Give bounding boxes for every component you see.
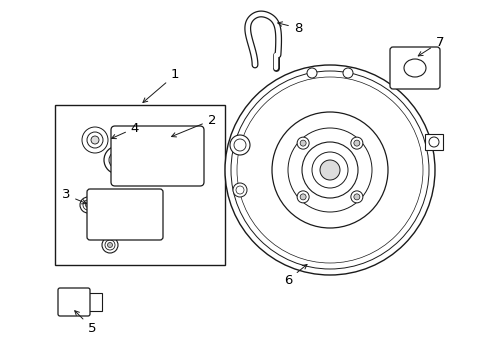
Text: 7: 7 bbox=[417, 36, 443, 56]
Circle shape bbox=[102, 237, 118, 253]
Circle shape bbox=[271, 112, 387, 228]
Circle shape bbox=[112, 222, 128, 238]
Circle shape bbox=[80, 197, 96, 213]
Circle shape bbox=[82, 127, 108, 153]
Circle shape bbox=[229, 135, 249, 155]
Circle shape bbox=[300, 140, 305, 146]
Text: 4: 4 bbox=[111, 122, 139, 139]
Circle shape bbox=[109, 151, 127, 169]
FancyBboxPatch shape bbox=[87, 189, 163, 240]
Circle shape bbox=[123, 201, 137, 215]
Text: 5: 5 bbox=[75, 311, 96, 334]
Circle shape bbox=[353, 140, 359, 146]
Circle shape bbox=[319, 160, 339, 180]
Circle shape bbox=[267, 159, 275, 167]
Circle shape bbox=[101, 213, 109, 221]
Circle shape bbox=[98, 210, 112, 224]
Circle shape bbox=[342, 68, 352, 78]
Circle shape bbox=[424, 73, 432, 81]
Circle shape bbox=[350, 137, 362, 149]
Circle shape bbox=[104, 146, 132, 174]
Circle shape bbox=[232, 183, 246, 197]
Circle shape bbox=[297, 191, 308, 203]
Circle shape bbox=[311, 152, 347, 188]
Circle shape bbox=[302, 142, 357, 198]
Circle shape bbox=[396, 55, 404, 63]
Circle shape bbox=[224, 65, 434, 275]
Circle shape bbox=[353, 194, 359, 200]
Bar bbox=[424, 134, 442, 150]
Circle shape bbox=[350, 191, 362, 203]
Circle shape bbox=[300, 194, 305, 200]
Circle shape bbox=[428, 137, 438, 147]
Text: 3: 3 bbox=[61, 189, 86, 204]
Circle shape bbox=[87, 132, 103, 148]
Circle shape bbox=[105, 240, 115, 250]
Circle shape bbox=[287, 128, 371, 212]
Bar bbox=[88, 293, 102, 311]
Circle shape bbox=[107, 243, 112, 248]
Text: 2: 2 bbox=[171, 113, 216, 137]
Circle shape bbox=[230, 71, 428, 269]
Text: 6: 6 bbox=[283, 265, 306, 287]
Circle shape bbox=[115, 225, 125, 235]
Bar bbox=[55, 105, 224, 265]
Circle shape bbox=[88, 225, 102, 239]
Circle shape bbox=[396, 73, 404, 81]
Circle shape bbox=[113, 155, 123, 165]
Circle shape bbox=[91, 228, 99, 236]
Circle shape bbox=[91, 136, 99, 144]
FancyBboxPatch shape bbox=[389, 47, 439, 89]
Circle shape bbox=[234, 139, 245, 151]
Circle shape bbox=[424, 55, 432, 63]
Circle shape bbox=[83, 200, 93, 210]
Circle shape bbox=[126, 204, 134, 212]
FancyBboxPatch shape bbox=[111, 126, 203, 186]
FancyBboxPatch shape bbox=[58, 288, 90, 316]
Ellipse shape bbox=[403, 59, 425, 77]
Circle shape bbox=[264, 156, 279, 170]
Text: 8: 8 bbox=[277, 22, 302, 35]
Circle shape bbox=[237, 77, 422, 263]
Circle shape bbox=[117, 228, 122, 233]
Text: 1: 1 bbox=[142, 68, 179, 103]
Circle shape bbox=[236, 186, 244, 194]
Circle shape bbox=[297, 137, 308, 149]
Circle shape bbox=[85, 202, 90, 207]
Circle shape bbox=[306, 68, 316, 78]
